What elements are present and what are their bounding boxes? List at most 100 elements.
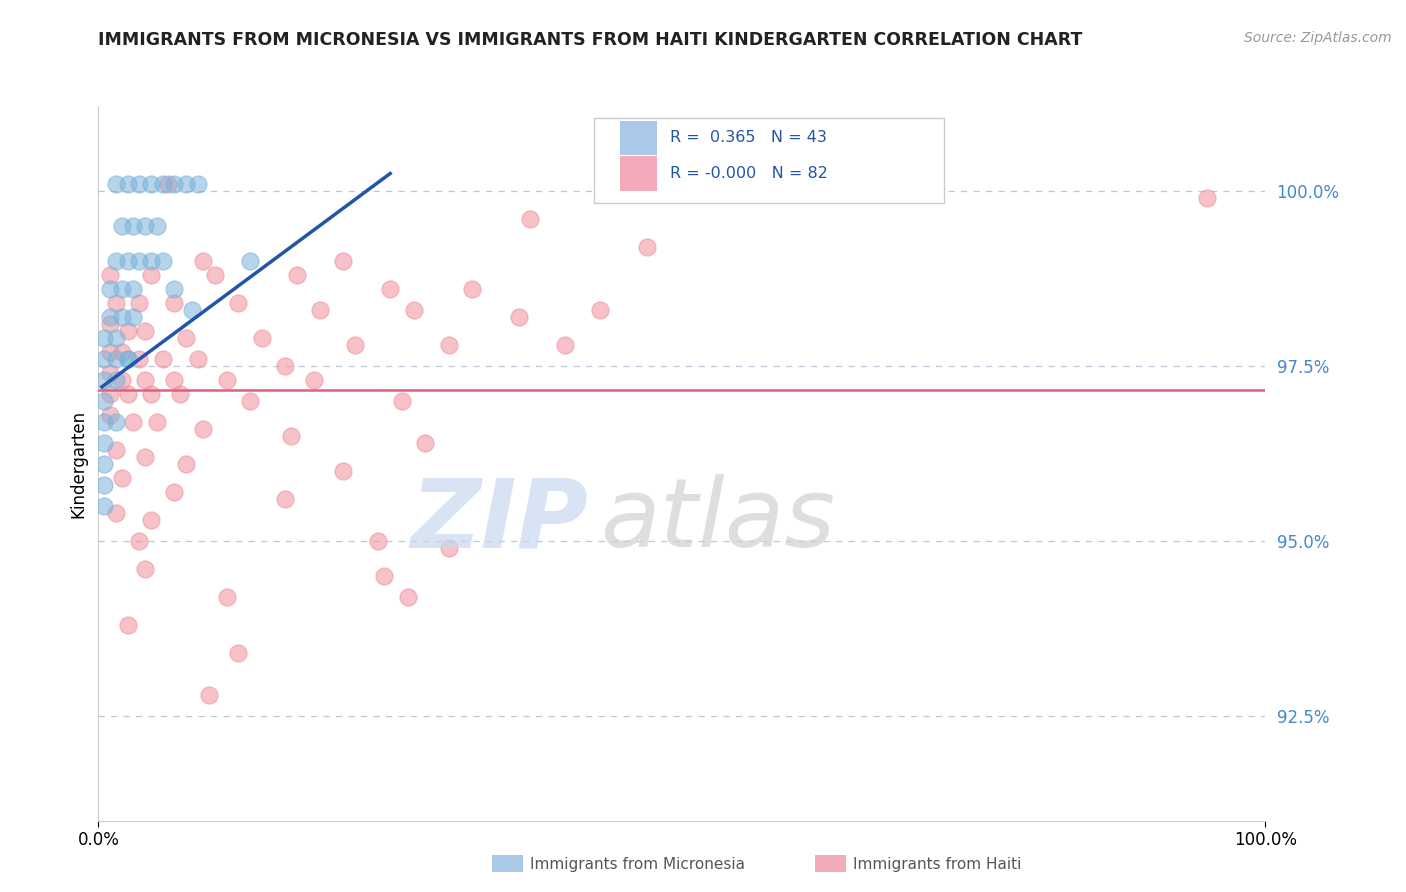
Point (239, 393, 262, 408)
Point (152, 351, 174, 366)
Point (174, 177, 197, 191)
Text: IMMIGRANTS FROM MICRONESIA VS IMMIGRANTS FROM HAITI KINDERGARTEN CORRELATION CHA: IMMIGRANTS FROM MICRONESIA VS IMMIGRANTS… (98, 31, 1083, 49)
Point (152, 177, 174, 191)
Point (122, 415, 145, 429)
Point (402, 302, 425, 317)
Point (117, 387, 139, 401)
Point (139, 513, 162, 527)
Point (98, 345, 121, 359)
Text: Immigrants from Haiti: Immigrants from Haiti (853, 857, 1022, 871)
Point (193, 254, 215, 268)
Point (187, 351, 209, 366)
Point (98, 387, 121, 401)
Point (128, 351, 150, 366)
Point (163, 484, 186, 499)
Point (373, 568, 395, 582)
Point (215, 590, 238, 604)
Point (93, 331, 115, 345)
Point (93, 393, 115, 408)
Point (98, 268, 121, 282)
Point (163, 296, 186, 310)
Point (332, 464, 354, 478)
Point (174, 457, 197, 471)
Point (93, 499, 115, 513)
Point (1195, 191, 1218, 205)
Text: R = -0.000   N = 82: R = -0.000 N = 82 (671, 166, 828, 181)
Point (117, 324, 139, 338)
Point (198, 688, 221, 702)
Point (180, 302, 202, 317)
Point (117, 351, 139, 366)
Point (111, 219, 134, 233)
Point (104, 351, 127, 366)
Point (146, 219, 169, 233)
Point (93, 457, 115, 471)
Point (98, 282, 121, 296)
Point (304, 373, 326, 387)
Point (98, 310, 121, 324)
Point (128, 177, 150, 191)
Point (134, 324, 156, 338)
Point (93, 415, 115, 429)
Point (228, 646, 250, 660)
Point (636, 240, 658, 254)
Point (134, 373, 156, 387)
Point (554, 338, 576, 352)
Point (117, 617, 139, 632)
Point (111, 310, 134, 324)
Point (274, 491, 297, 506)
Point (104, 373, 127, 387)
Point (519, 211, 541, 226)
Point (117, 177, 139, 191)
Point (437, 338, 460, 352)
Y-axis label: Kindergarten: Kindergarten (69, 409, 87, 518)
Point (332, 254, 354, 268)
Point (104, 442, 127, 457)
Point (98, 408, 121, 422)
Point (204, 268, 226, 282)
Point (193, 422, 215, 436)
Point (104, 506, 127, 520)
Point (111, 345, 134, 359)
Point (98, 317, 121, 331)
Point (163, 177, 186, 191)
Point (117, 351, 139, 366)
Point (437, 541, 460, 555)
Point (187, 177, 209, 191)
Text: R =  0.365   N = 43: R = 0.365 N = 43 (671, 130, 827, 145)
Point (589, 302, 612, 317)
Point (128, 254, 150, 268)
Point (134, 562, 156, 576)
Point (104, 254, 127, 268)
Point (146, 415, 169, 429)
Point (152, 254, 174, 268)
Point (128, 533, 150, 548)
Point (111, 373, 134, 387)
Point (139, 254, 162, 268)
Point (508, 310, 530, 324)
Point (378, 282, 402, 296)
Point (344, 338, 367, 352)
Point (104, 415, 127, 429)
Point (250, 331, 273, 345)
Point (122, 219, 145, 233)
Point (122, 282, 145, 296)
Point (111, 282, 134, 296)
Point (134, 450, 156, 464)
FancyBboxPatch shape (595, 118, 945, 203)
Point (128, 296, 150, 310)
Point (274, 359, 297, 373)
Bar (620, 156, 658, 191)
Text: Source: ZipAtlas.com: Source: ZipAtlas.com (1244, 31, 1392, 45)
Point (157, 177, 180, 191)
Point (104, 177, 127, 191)
Point (104, 296, 127, 310)
Point (111, 471, 134, 485)
Point (139, 177, 162, 191)
Point (93, 435, 115, 450)
Text: atlas: atlas (600, 475, 835, 567)
Point (93, 373, 115, 387)
Point (228, 296, 250, 310)
Point (239, 254, 262, 268)
Point (139, 268, 162, 282)
